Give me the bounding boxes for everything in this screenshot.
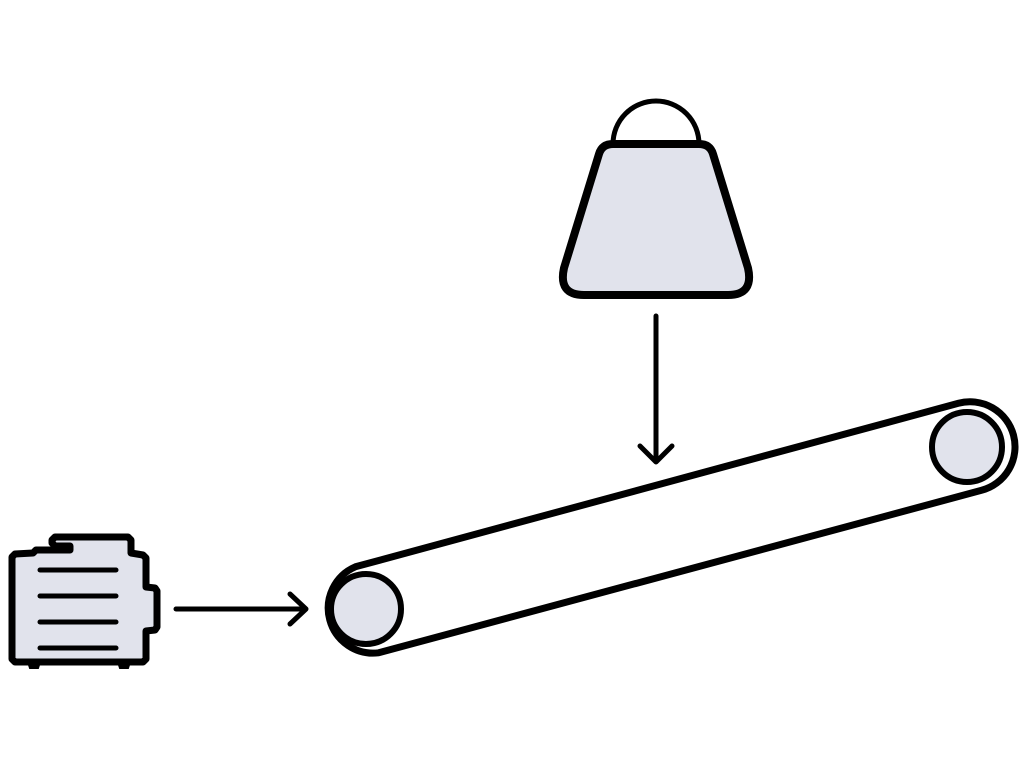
weight-icon: [559, 98, 753, 299]
weight-handle: [610, 98, 702, 147]
drive-arrow: [173, 591, 309, 627]
drive-arrow-head: [287, 591, 309, 627]
motor-icon: [8, 533, 161, 669]
motor-body: [8, 533, 161, 666]
load-arrow: [637, 313, 675, 465]
load-arrow-head: [637, 443, 675, 465]
tail-pulley: [328, 571, 404, 647]
motor-cooling-fins: [37, 567, 119, 651]
belt-conveyor: [324, 398, 1019, 657]
head-pulley: [929, 409, 1005, 485]
weight-body: [559, 140, 753, 299]
